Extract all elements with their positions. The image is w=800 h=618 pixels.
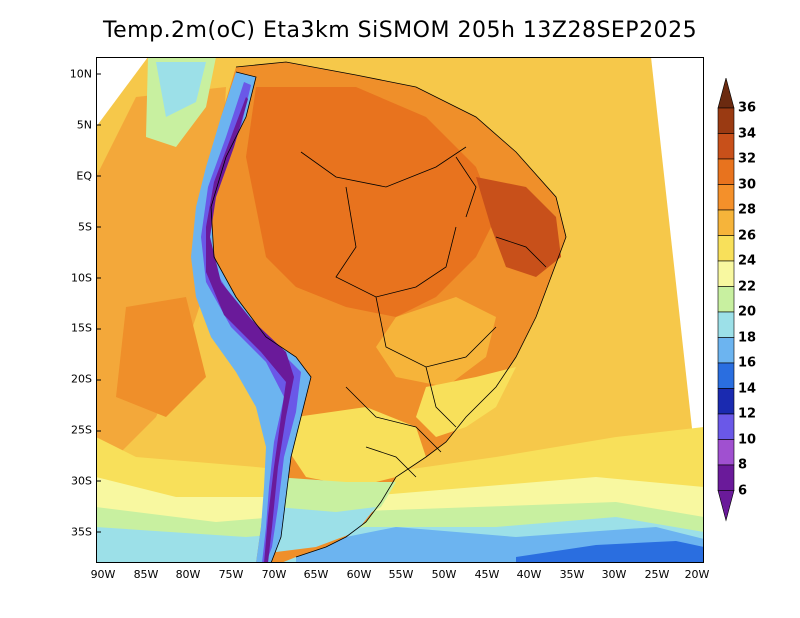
central-yellow-zone xyxy=(376,297,496,387)
lon-label: 35W xyxy=(559,568,585,581)
lon-label: 30W xyxy=(601,568,627,581)
colorbar-label: 34 xyxy=(738,126,757,141)
lat-label: 10S xyxy=(71,271,92,285)
lat-label: 15S xyxy=(71,321,92,335)
country-borders xyxy=(210,61,567,563)
colorbar-label: 28 xyxy=(738,202,757,218)
colorbar-segment xyxy=(717,362,735,389)
colorbar-segment xyxy=(717,107,735,134)
lon-label: 75W xyxy=(218,568,244,581)
lon-label: 70W xyxy=(261,568,287,581)
southern-cone-blue xyxy=(276,507,376,552)
colorbar-label: 6 xyxy=(738,483,748,498)
map-frame xyxy=(96,57,704,563)
colorbar-label: 36 xyxy=(738,100,757,116)
amazon-warm-zone xyxy=(246,87,496,317)
colorbar-segment xyxy=(717,158,735,185)
lat-label: 20S xyxy=(71,372,92,386)
lon-label: 25W xyxy=(644,568,670,581)
lat-label: 30S xyxy=(71,474,92,488)
colorbar-label: 8 xyxy=(738,457,748,473)
lat-label: 35S xyxy=(71,525,92,539)
colorbar-segment xyxy=(717,337,735,364)
colorbar-top-arrow xyxy=(717,78,735,109)
lon-label: 45W xyxy=(474,568,500,581)
colorbar-label: 16 xyxy=(738,355,757,371)
colorbar-label: 10 xyxy=(738,432,757,447)
lon-label: 65W xyxy=(303,568,329,581)
colorbar-label: 18 xyxy=(738,330,757,345)
colorbar-segment xyxy=(717,286,735,313)
lat-label: 10N xyxy=(69,67,92,81)
map-ticks xyxy=(96,73,101,533)
andes-peak-stripe xyxy=(206,97,294,563)
northeast-hot-zone xyxy=(476,177,561,277)
colorbar-bottom-arrow xyxy=(717,490,735,522)
lon-label: 55W xyxy=(388,568,414,581)
temperature-map xyxy=(96,57,704,563)
southern-cone-yellow xyxy=(286,407,426,487)
colorbar-label: 32 xyxy=(738,151,757,167)
south-deep-blue xyxy=(516,541,704,563)
lon-label: 80W xyxy=(175,568,201,581)
colorbar-segment xyxy=(717,235,735,262)
colorbar-segment xyxy=(717,413,735,440)
colorbar-segment xyxy=(717,209,735,236)
colorbar-segment xyxy=(717,184,735,211)
colorbar-label: 24 xyxy=(738,253,757,269)
colorbar-segment xyxy=(717,388,735,415)
map-title: Temp.2m(oC) Eta3km SiSMOM 205h 13Z28SEP2… xyxy=(102,18,698,43)
pacific-blue-patch xyxy=(156,62,206,117)
colorbar-segment xyxy=(717,464,735,491)
colorbar-label: 22 xyxy=(738,279,757,294)
colorbar-label: 12 xyxy=(738,406,757,422)
lon-label: 50W xyxy=(431,568,457,581)
colorbar-segment xyxy=(717,439,735,466)
lat-label: 5N xyxy=(76,118,92,132)
lon-label: 40W xyxy=(516,568,542,581)
lon-label: 60W xyxy=(346,568,372,581)
colorbar-label: 30 xyxy=(738,177,757,192)
colorbar-label: 20 xyxy=(738,304,757,320)
colorbar-segment xyxy=(717,260,735,287)
lon-label: 90W xyxy=(90,568,116,581)
colorbar xyxy=(717,78,735,522)
colorbar-segment xyxy=(717,133,735,160)
colorbar-label: 14 xyxy=(738,381,757,396)
lon-label: 20W xyxy=(684,568,710,581)
pacific-orange-patch xyxy=(116,297,206,417)
lat-label: 25S xyxy=(71,423,92,437)
lat-label: EQ xyxy=(76,169,92,183)
southeast-pale-zone xyxy=(416,367,516,437)
colorbar-segment xyxy=(717,311,735,338)
colorbar-label: 26 xyxy=(738,228,757,243)
lon-label: 85W xyxy=(133,568,159,581)
lat-label: 5S xyxy=(78,220,92,234)
